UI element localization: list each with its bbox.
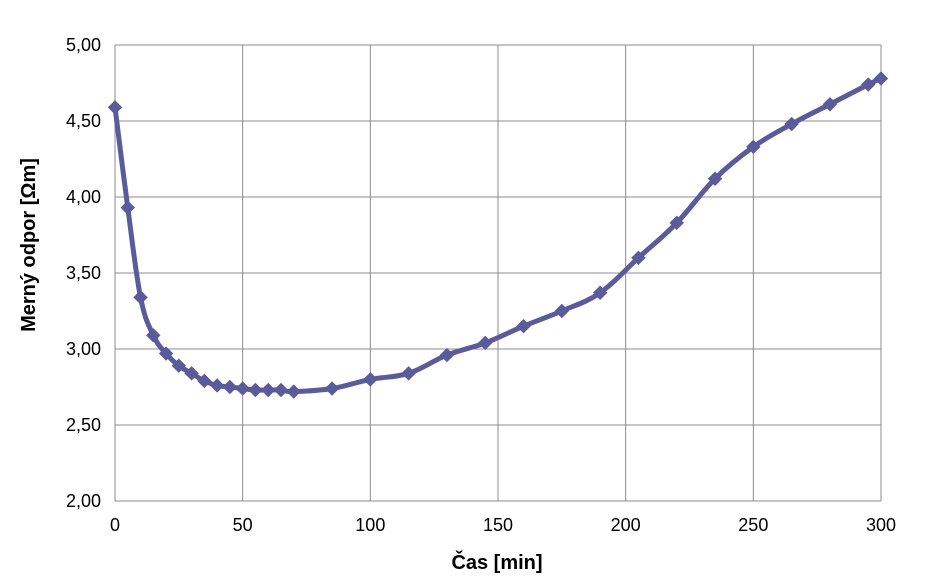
data-point-marker (439, 347, 455, 363)
y-axis-title: Merný odpor [Ωm] (18, 158, 40, 332)
series-group (107, 71, 889, 399)
y-tick-label: 2,00 (66, 491, 101, 511)
data-point-marker (669, 215, 684, 231)
data-point-marker (554, 303, 570, 319)
data-point-marker (324, 381, 340, 396)
x-tick-label: 0 (110, 515, 120, 535)
data-point-marker (120, 200, 135, 215)
x-tick-label: 50 (233, 515, 253, 535)
data-point-marker (171, 358, 187, 373)
data-point-marker (746, 139, 761, 155)
x-axis-tick-labels: 0 50 100 150 200 250 300 (110, 515, 896, 535)
x-tick-label: 150 (483, 515, 513, 535)
x-tick-label: 100 (355, 515, 385, 535)
data-point-marker (209, 378, 225, 393)
x-axis-title: Čas [min] (451, 550, 542, 574)
data-point-marker (363, 372, 378, 387)
data-point-marker (158, 346, 174, 361)
gridlines (114, 44, 882, 502)
y-tick-label: 4,00 (66, 187, 101, 207)
x-tick-label: 300 (866, 515, 896, 535)
x-tick-label: 250 (738, 515, 768, 535)
x-tick-label: 200 (611, 515, 641, 535)
data-point-marker (235, 381, 250, 396)
data-point-marker (273, 382, 289, 398)
y-tick-label: 2,50 (66, 415, 101, 435)
data-point-marker (197, 373, 212, 389)
data-point-marker (146, 328, 161, 343)
data-point-marker (248, 382, 263, 398)
data-point-marker (707, 171, 723, 186)
data-point-marker (873, 71, 889, 86)
y-tick-label: 5,00 (66, 35, 101, 55)
y-tick-label: 3,50 (66, 263, 101, 283)
data-point-marker (861, 77, 876, 92)
data-point-marker (184, 366, 199, 381)
y-axis-tick-labels: 2,00 2,50 3,00 3,50 4,00 4,50 5,00 (66, 35, 101, 511)
data-point-marker (222, 379, 238, 395)
data-point-marker (401, 366, 416, 381)
data-point-marker (260, 382, 276, 398)
y-tick-label: 4,50 (66, 111, 101, 131)
data-point-marker (631, 250, 646, 266)
data-point-marker (107, 100, 123, 115)
data-point-marker (133, 290, 148, 305)
data-point-marker (516, 318, 531, 334)
data-point-marker (286, 384, 301, 399)
data-point-marker (784, 116, 799, 132)
y-tick-label: 3,00 (66, 339, 101, 359)
data-point-marker (592, 285, 608, 300)
data-point-marker (478, 335, 493, 351)
data-point-marker (822, 97, 838, 112)
